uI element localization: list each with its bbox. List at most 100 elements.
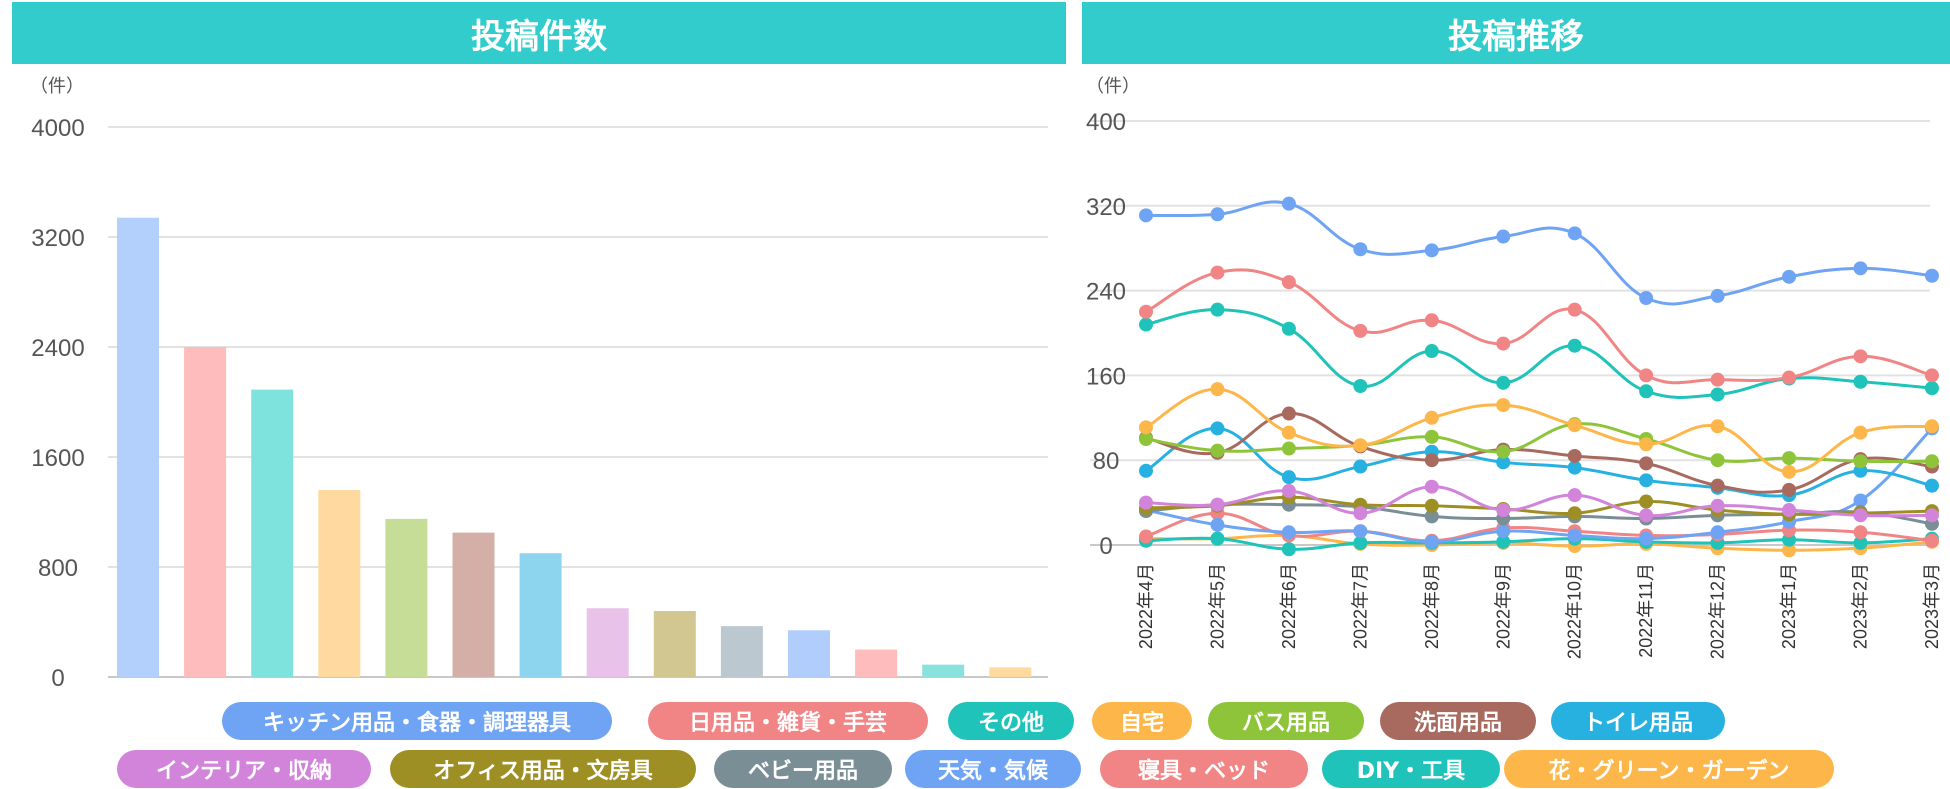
series-point xyxy=(1853,535,1868,550)
series-point xyxy=(1424,453,1439,468)
series-line xyxy=(1145,426,1933,498)
legend-item[interactable]: インテリア・収納 xyxy=(117,750,371,788)
series-point xyxy=(1782,451,1797,466)
series-point xyxy=(1639,473,1654,488)
series-point xyxy=(1710,525,1725,540)
series-point xyxy=(1639,291,1654,306)
legend-item[interactable]: バス用品 xyxy=(1208,702,1364,740)
legend-item[interactable]: 花・グリーン・ガーデン xyxy=(1504,750,1834,788)
x-tick-label: 2023年3月 xyxy=(1922,563,1942,649)
series-point xyxy=(1853,349,1868,364)
bar-y-unit: （件） xyxy=(30,76,84,96)
legend-item[interactable]: その他 xyxy=(948,702,1074,740)
legend-item[interactable]: トイレ用品 xyxy=(1551,702,1725,740)
series-point xyxy=(1567,418,1582,433)
series-point xyxy=(1281,425,1296,440)
series-point xyxy=(1567,226,1582,241)
series-point xyxy=(1424,534,1439,549)
x-tick-label: 2022年10月 xyxy=(1565,563,1585,659)
series-point xyxy=(1353,438,1368,453)
series-point xyxy=(1496,229,1511,244)
line-y-tick: 400 xyxy=(1086,109,1126,136)
bar xyxy=(586,608,629,677)
series-point xyxy=(1924,419,1939,434)
series-point xyxy=(1210,421,1225,436)
series-point xyxy=(1496,524,1511,539)
series-point xyxy=(1281,275,1296,290)
bar xyxy=(519,553,562,677)
series-point xyxy=(1853,508,1868,523)
series-point xyxy=(1281,483,1296,498)
legend-item[interactable]: キッチン用品・食器・調理器具 xyxy=(222,702,612,740)
series-point xyxy=(1710,419,1725,434)
bar xyxy=(653,611,696,677)
legend-item[interactable]: ベビー用品 xyxy=(714,750,892,788)
series-line xyxy=(1145,422,1932,464)
legend-item[interactable]: 寝具・ベッド xyxy=(1100,750,1308,788)
line-y-tick: 0 xyxy=(1099,533,1112,560)
series-point xyxy=(1710,498,1725,513)
series-point xyxy=(1424,344,1439,359)
legend-item[interactable]: 自宅 xyxy=(1092,702,1192,740)
series-point xyxy=(1424,313,1439,328)
series-point xyxy=(1139,304,1153,319)
series-point xyxy=(1853,261,1868,276)
series-point xyxy=(1639,531,1654,546)
series-point xyxy=(1924,508,1939,523)
series-point xyxy=(1639,437,1654,452)
series-line xyxy=(1145,268,1933,385)
series-point xyxy=(1353,524,1368,539)
series-point xyxy=(1210,517,1225,532)
x-tick-label: 2022年11月 xyxy=(1636,563,1656,658)
bar xyxy=(855,649,898,677)
series-point xyxy=(1281,406,1296,421)
series-point xyxy=(1281,321,1296,336)
bar-chart-title: 投稿件数 xyxy=(12,2,1066,64)
series-point xyxy=(1353,506,1368,521)
x-tick-label: 2022年5月 xyxy=(1207,563,1227,649)
bar xyxy=(318,490,361,677)
series-point xyxy=(1853,425,1868,440)
bar-y-tick: 1600 xyxy=(31,445,84,472)
legend-item[interactable]: DIY・工具 xyxy=(1322,750,1500,788)
series-point xyxy=(1496,336,1511,351)
series-point xyxy=(1567,528,1582,543)
series-point xyxy=(1782,464,1797,479)
legend-item[interactable]: 日用品・雑貨・手芸 xyxy=(648,702,928,740)
line-chart-title: 投稿推移 xyxy=(1082,2,1950,64)
bar xyxy=(452,532,495,677)
legend-item[interactable]: 天気・気候 xyxy=(905,750,1081,788)
series-point xyxy=(1353,323,1368,338)
series-point xyxy=(1496,455,1511,470)
legend-item[interactable]: 洗面用品 xyxy=(1380,702,1536,740)
line-y-unit: （件） xyxy=(1086,76,1140,96)
x-tick-label: 2022年7月 xyxy=(1350,563,1370,649)
bar-y-tick: 4000 xyxy=(31,115,84,142)
series-point xyxy=(1424,479,1439,494)
x-tick-label: 2023年1月 xyxy=(1779,563,1799,649)
series-point xyxy=(1139,463,1153,478)
bar-y-tick: 0 xyxy=(51,665,64,692)
bar xyxy=(989,667,1032,677)
series-point xyxy=(1424,410,1439,425)
series-point xyxy=(1210,531,1225,546)
series-point xyxy=(1353,379,1368,393)
series-point xyxy=(1853,525,1868,540)
series-point xyxy=(1139,208,1153,223)
series-point xyxy=(1924,368,1939,383)
series-point xyxy=(1782,370,1797,385)
series-point xyxy=(1139,317,1153,332)
bar xyxy=(922,664,965,677)
bar-y-tick: 800 xyxy=(38,555,78,582)
legend-item[interactable]: オフィス用品・文房具 xyxy=(390,750,696,788)
bar-y-tick: 3200 xyxy=(31,225,84,252)
series-point xyxy=(1567,448,1582,463)
series-point xyxy=(1567,302,1582,317)
series-point xyxy=(1139,529,1153,544)
line-y-tick: 160 xyxy=(1086,363,1126,390)
series-point xyxy=(1639,368,1654,383)
series-point xyxy=(1424,429,1439,444)
bar-y-tick: 2400 xyxy=(31,335,84,362)
bar xyxy=(720,626,763,677)
